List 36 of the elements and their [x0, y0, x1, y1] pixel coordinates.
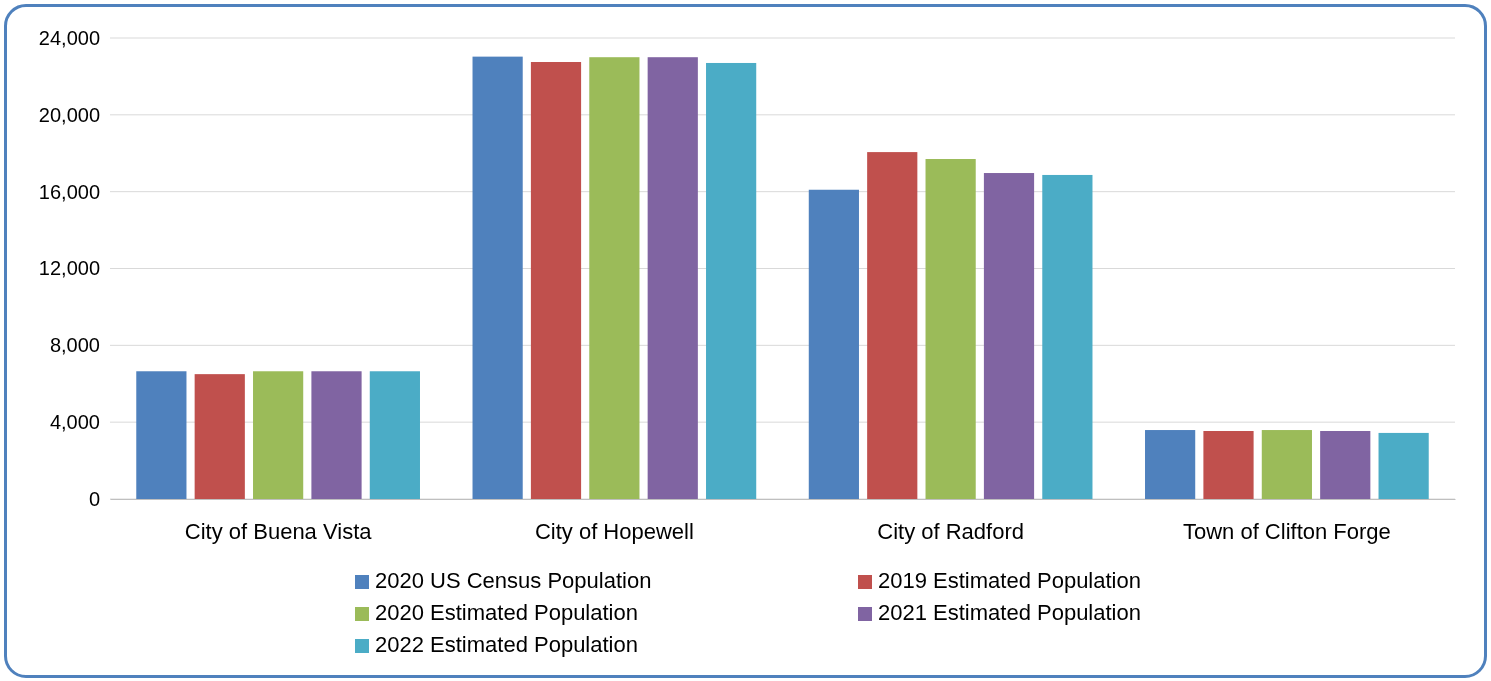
bar: [194, 374, 245, 499]
x-tick-label: City of Hopewell: [534, 518, 694, 544]
bar: [647, 57, 698, 499]
bar: [530, 62, 582, 499]
bar: [253, 371, 304, 499]
legend-label: 2020 US Census Population: [375, 568, 652, 593]
x-tick-label: City of Buena Vista: [184, 518, 373, 544]
y-tick-label: 12,000: [38, 257, 100, 280]
bar: [925, 159, 976, 499]
x-tick-label: City of Radford: [877, 518, 1024, 544]
legend-label: 2022 Estimated Population: [375, 632, 638, 657]
bar: [808, 189, 859, 499]
bar: [867, 152, 918, 499]
y-tick-label: 4,000: [49, 411, 100, 434]
bar: [311, 371, 362, 499]
bar: [589, 57, 640, 499]
bar: [983, 173, 1035, 499]
bar: [706, 62, 757, 499]
bar: [1145, 430, 1196, 499]
bar: [1261, 430, 1312, 499]
bar: [1378, 432, 1429, 499]
legend-label: 2021 Estimated Population: [878, 600, 1141, 625]
bar: [1320, 431, 1371, 499]
legend-label: 2020 Estimated Population: [375, 600, 638, 625]
bar: [136, 371, 187, 499]
y-tick-label: 20,000: [38, 103, 100, 126]
bar: [472, 56, 523, 499]
y-tick-label: 24,000: [38, 26, 100, 49]
y-tick-label: 16,000: [38, 180, 100, 203]
bar: [369, 371, 420, 499]
bar: [1042, 174, 1093, 499]
y-tick-label: 0: [88, 487, 100, 510]
bar: [1203, 431, 1254, 499]
x-tick-label: Town of Clifton Forge: [1182, 518, 1391, 544]
legend-label: 2019 Estimated Population: [878, 568, 1141, 593]
y-tick-label: 8,000: [49, 334, 100, 357]
